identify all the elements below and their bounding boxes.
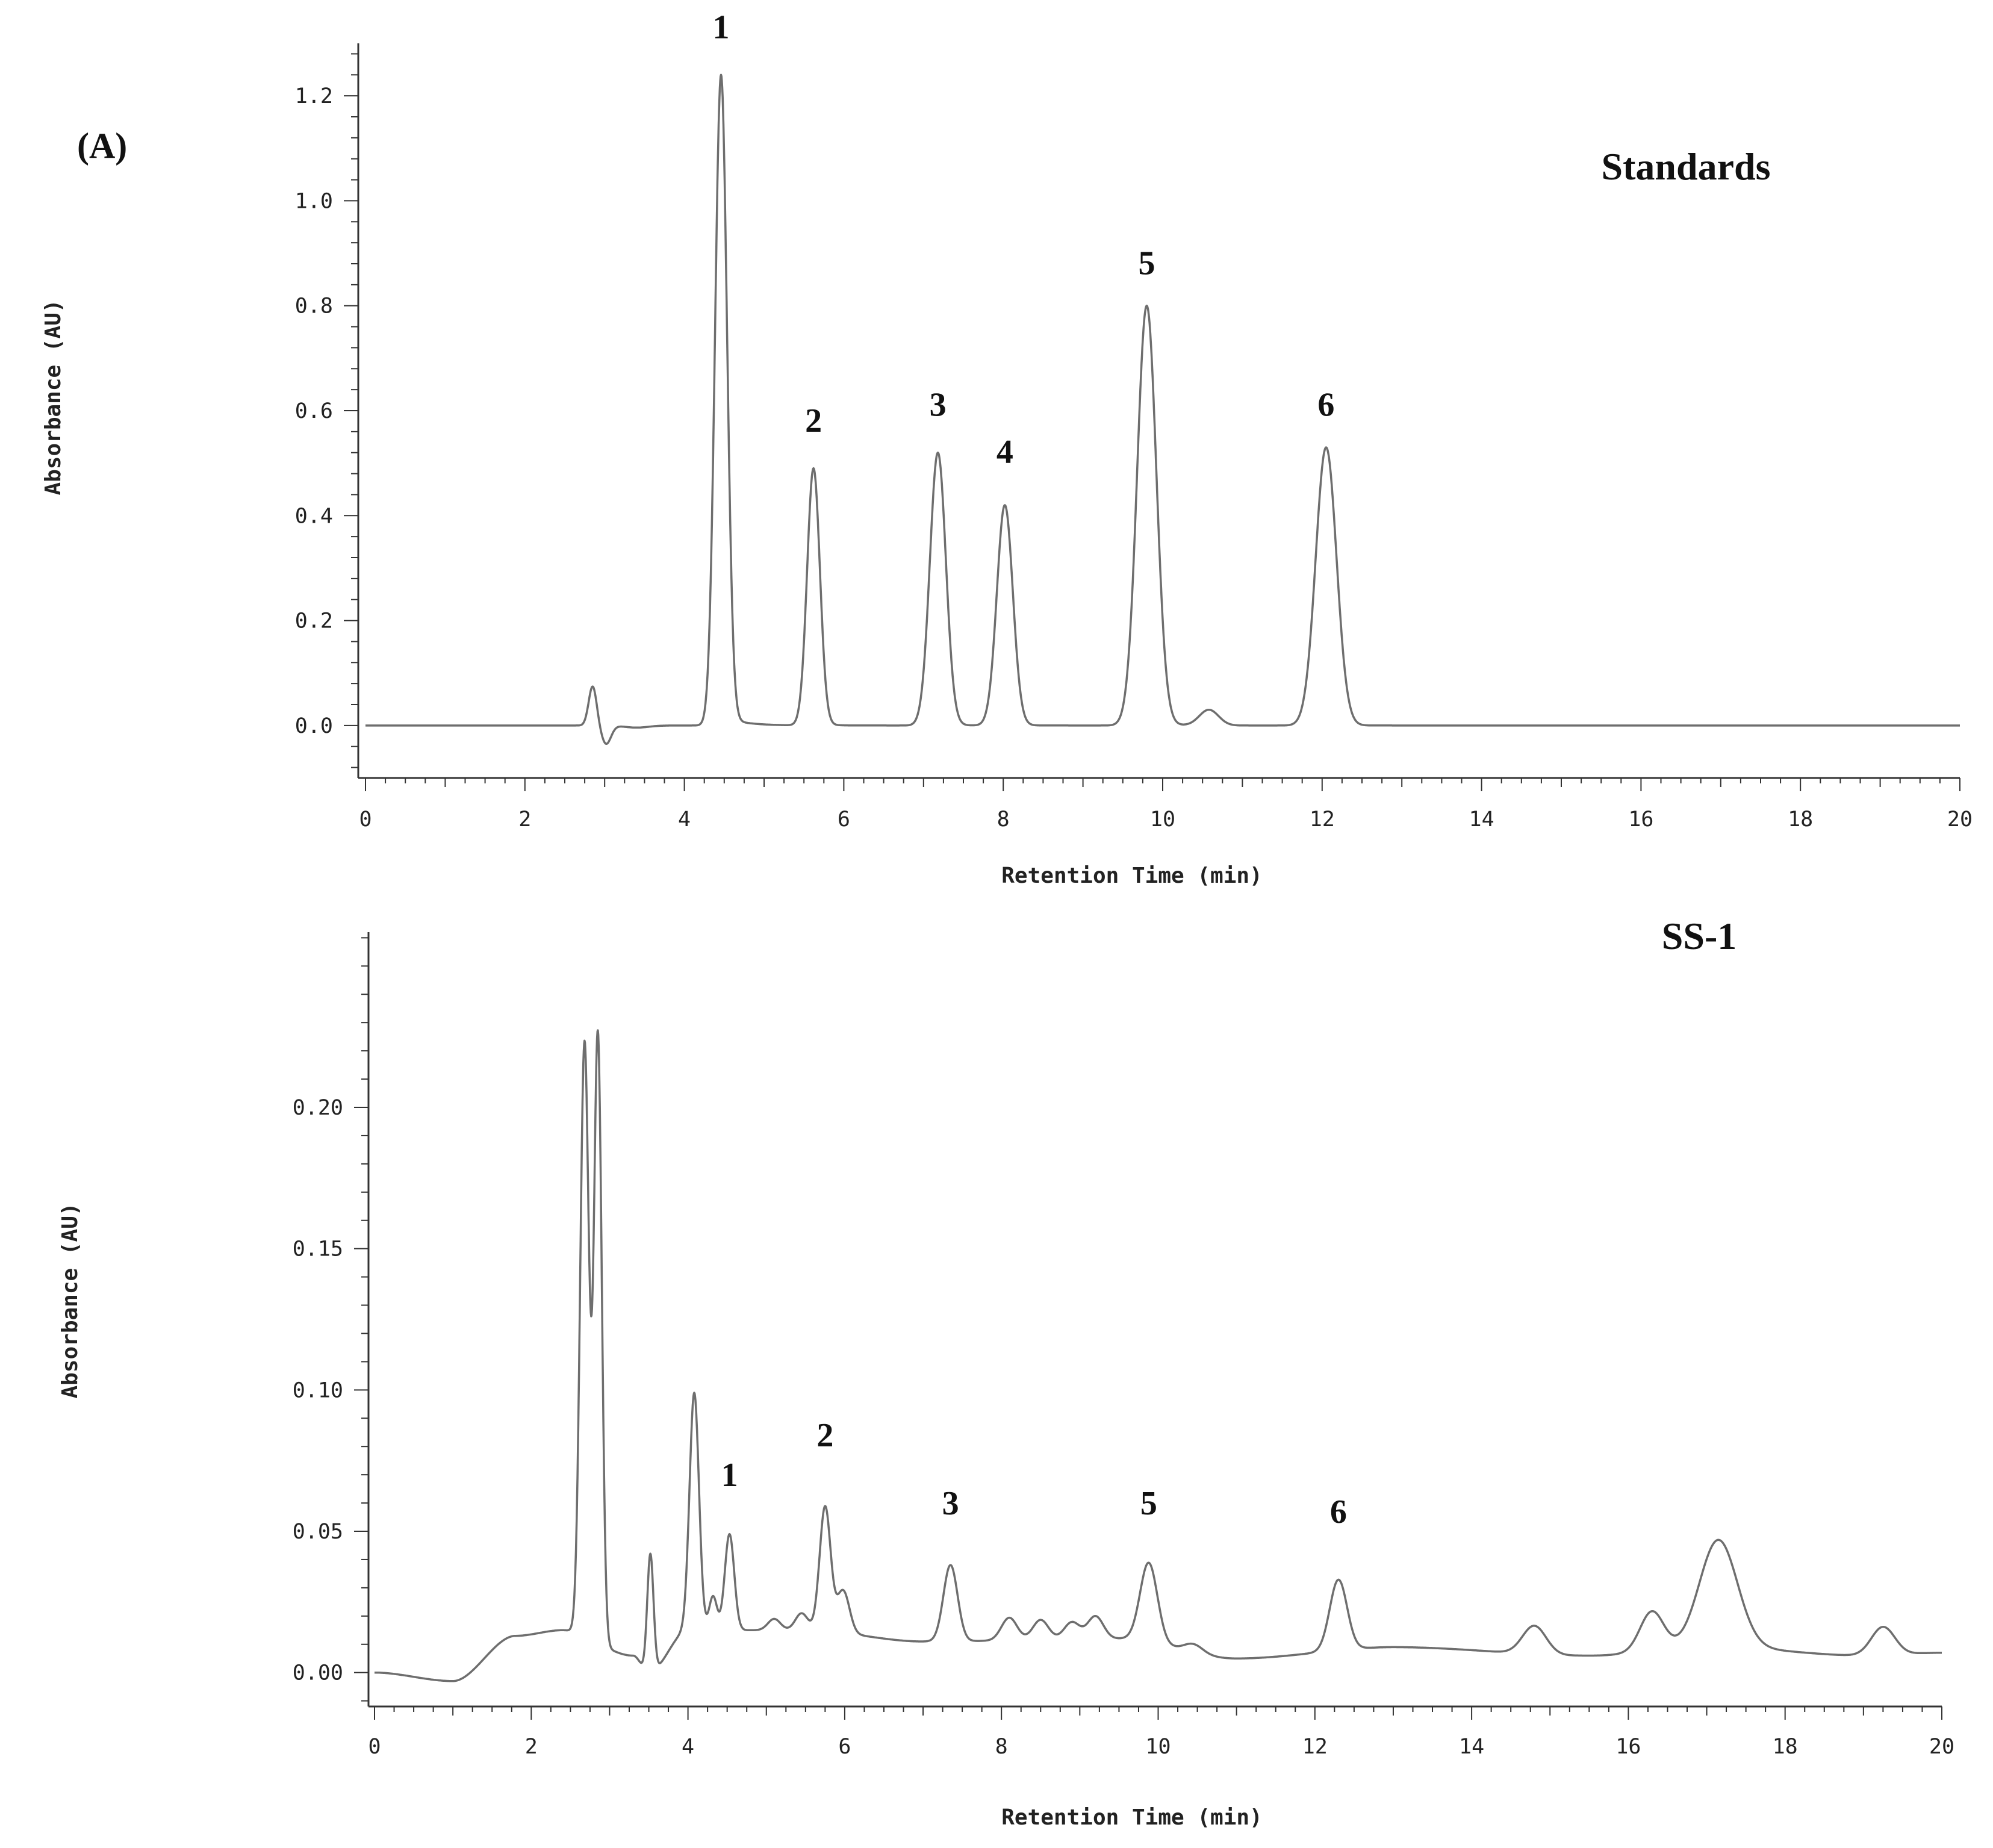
standards-y-tick-label: 0.8: [295, 294, 333, 319]
standards-chart-title: Standards: [1602, 145, 1771, 188]
standards-x-tick-label: 0: [359, 807, 372, 832]
ss1-peak-label-3: 3: [942, 1485, 959, 1522]
standards-x-tick-label: 20: [1947, 807, 1973, 832]
ss1-peak-label-2: 2: [816, 1417, 833, 1454]
standards-y-tick-label: 0.2: [295, 609, 333, 633]
standards-chromatogram: Standards Retention Time (min) Absorbanc…: [41, 8, 1973, 888]
ss1-y-tick-label: 0.05: [293, 1520, 343, 1544]
ss1-plot-area: 0 2 4 6 8 10 12 14 16 18 200.000.050.100.150.20123…: [293, 932, 1954, 1759]
standards-y-tick-label: 1.2: [295, 84, 333, 108]
ss1-x-tick-label: 20: [1929, 1735, 1954, 1759]
ss1-x-tick-label: 16: [1615, 1735, 1641, 1759]
ss1-chart-title: SS-1: [1662, 915, 1737, 957]
standards-y-tick-label: 0.4: [295, 504, 333, 528]
ss1-x-tick-label: 10: [1145, 1735, 1171, 1759]
standards-y-tick-label: 0.6: [295, 399, 333, 423]
ss1-x-tick-label: 14: [1459, 1735, 1484, 1759]
standards-peak-label-5: 5: [1139, 244, 1155, 282]
ss1-x-tick-label: 4: [682, 1735, 694, 1759]
ss1-x-tick-label: 12: [1302, 1735, 1328, 1759]
ss1-x-axis-title: Retention Time (min): [1001, 1805, 1262, 1830]
standards-x-tick-label: 8: [997, 807, 1010, 832]
ss1-y-tick-label: 0.20: [293, 1096, 343, 1120]
standards-peak-label-3: 3: [930, 387, 947, 424]
panel-letter: (A): [77, 126, 127, 166]
standards-peak-label-4: 4: [996, 434, 1013, 471]
standards-x-tick-label: 4: [678, 807, 691, 832]
ss1-y-tick-label: 0.15: [293, 1237, 343, 1262]
ss1-peak-label-5: 5: [1140, 1485, 1157, 1522]
ss1-y-axis-title: Absorbance (AU): [58, 1202, 82, 1398]
standards-y-axis-title: Absorbance (AU): [41, 299, 66, 495]
ss1-peak-label-6: 6: [1330, 1493, 1347, 1531]
standards-x-tick-label: 10: [1150, 807, 1175, 832]
standards-peak-label-1: 1: [713, 8, 730, 46]
standards-x-tick-label: 6: [838, 807, 850, 832]
ss1-x-tick-label: 6: [838, 1735, 851, 1759]
ss1-y-tick-label: 0.10: [293, 1378, 343, 1402]
standards-peak-label-6: 6: [1317, 387, 1334, 424]
standards-y-tick-label: 0.0: [295, 714, 333, 738]
ss1-x-tick-label: 2: [525, 1735, 538, 1759]
standards-plot-area: 0 2 4 6 8 10 12 14 16 18 200.00.20.40.60.81.01.212…: [295, 8, 1973, 832]
ss1-chromatogram: SS-1 Retention Time (min) Absorbance (AU…: [58, 915, 1954, 1830]
ss1-x-tick-label: 0: [368, 1735, 381, 1759]
standards-x-tick-label: 14: [1469, 807, 1494, 832]
ss1-y-tick-label: 0.00: [293, 1661, 343, 1685]
ss1-trace-line: [373, 1029, 1943, 1682]
standards-x-axis-title: Retention Time (min): [1001, 863, 1262, 888]
standards-x-tick-label: 16: [1628, 807, 1653, 832]
ss1-peak-label-1: 1: [721, 1457, 738, 1494]
ss1-x-tick-label: 18: [1773, 1735, 1798, 1759]
standards-x-tick-label: 18: [1788, 807, 1813, 832]
ss1-x-tick-label: 8: [995, 1735, 1008, 1759]
standards-peak-label-2: 2: [805, 402, 822, 440]
standards-y-tick-label: 1.0: [295, 189, 333, 213]
standards-trace-line: [364, 73, 1961, 745]
standards-x-tick-label: 2: [518, 807, 531, 832]
standards-x-tick-label: 12: [1310, 807, 1335, 832]
